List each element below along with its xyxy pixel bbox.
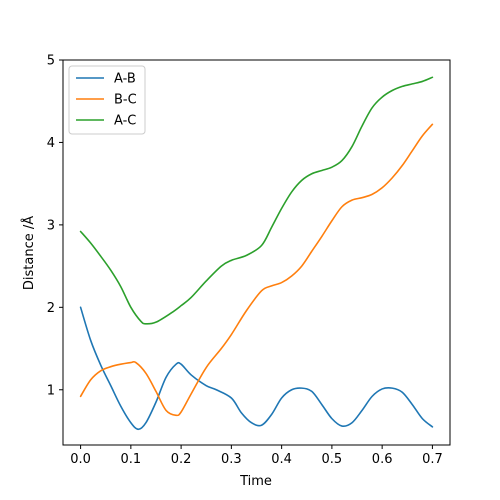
y-tick-label: 1 (47, 383, 55, 398)
x-axis-label: Time (239, 474, 272, 489)
legend-box (68, 65, 146, 135)
y-tick-label: 4 (47, 136, 55, 151)
series-line-b-c (79, 123, 434, 417)
series-line-a-c (79, 76, 434, 325)
y-tick-label: 3 (47, 218, 55, 233)
y-tick-label: 5 (47, 54, 55, 69)
x-tick-label: 0.1 (121, 452, 142, 467)
x-tick-label: 0.5 (322, 452, 343, 467)
x-axis: 0.0 0.1 0.2 0.3 0.4 0.5 0.6 0.7 (70, 445, 443, 467)
legend-label: A-B (114, 72, 136, 87)
x-tick-label: 0.7 (422, 452, 443, 467)
x-tick-label: 0.2 (171, 452, 192, 467)
plot-lines (79, 76, 434, 431)
y-axis-label: Distance /Å (21, 216, 37, 290)
y-tick-label: 2 (47, 301, 55, 316)
x-tick-label: 0.6 (372, 452, 393, 467)
legend-label: B-C (114, 93, 137, 108)
series-line-a-b (79, 306, 434, 431)
legend: A-B B-C A-C (68, 65, 146, 135)
x-tick-label: 0.0 (70, 452, 91, 467)
y-axis: 1 2 3 4 5 (47, 54, 63, 398)
x-tick-label: 0.3 (221, 452, 242, 467)
x-tick-label: 0.4 (271, 452, 292, 467)
plot-frame (62, 59, 451, 446)
legend-label: A-C (114, 114, 136, 129)
